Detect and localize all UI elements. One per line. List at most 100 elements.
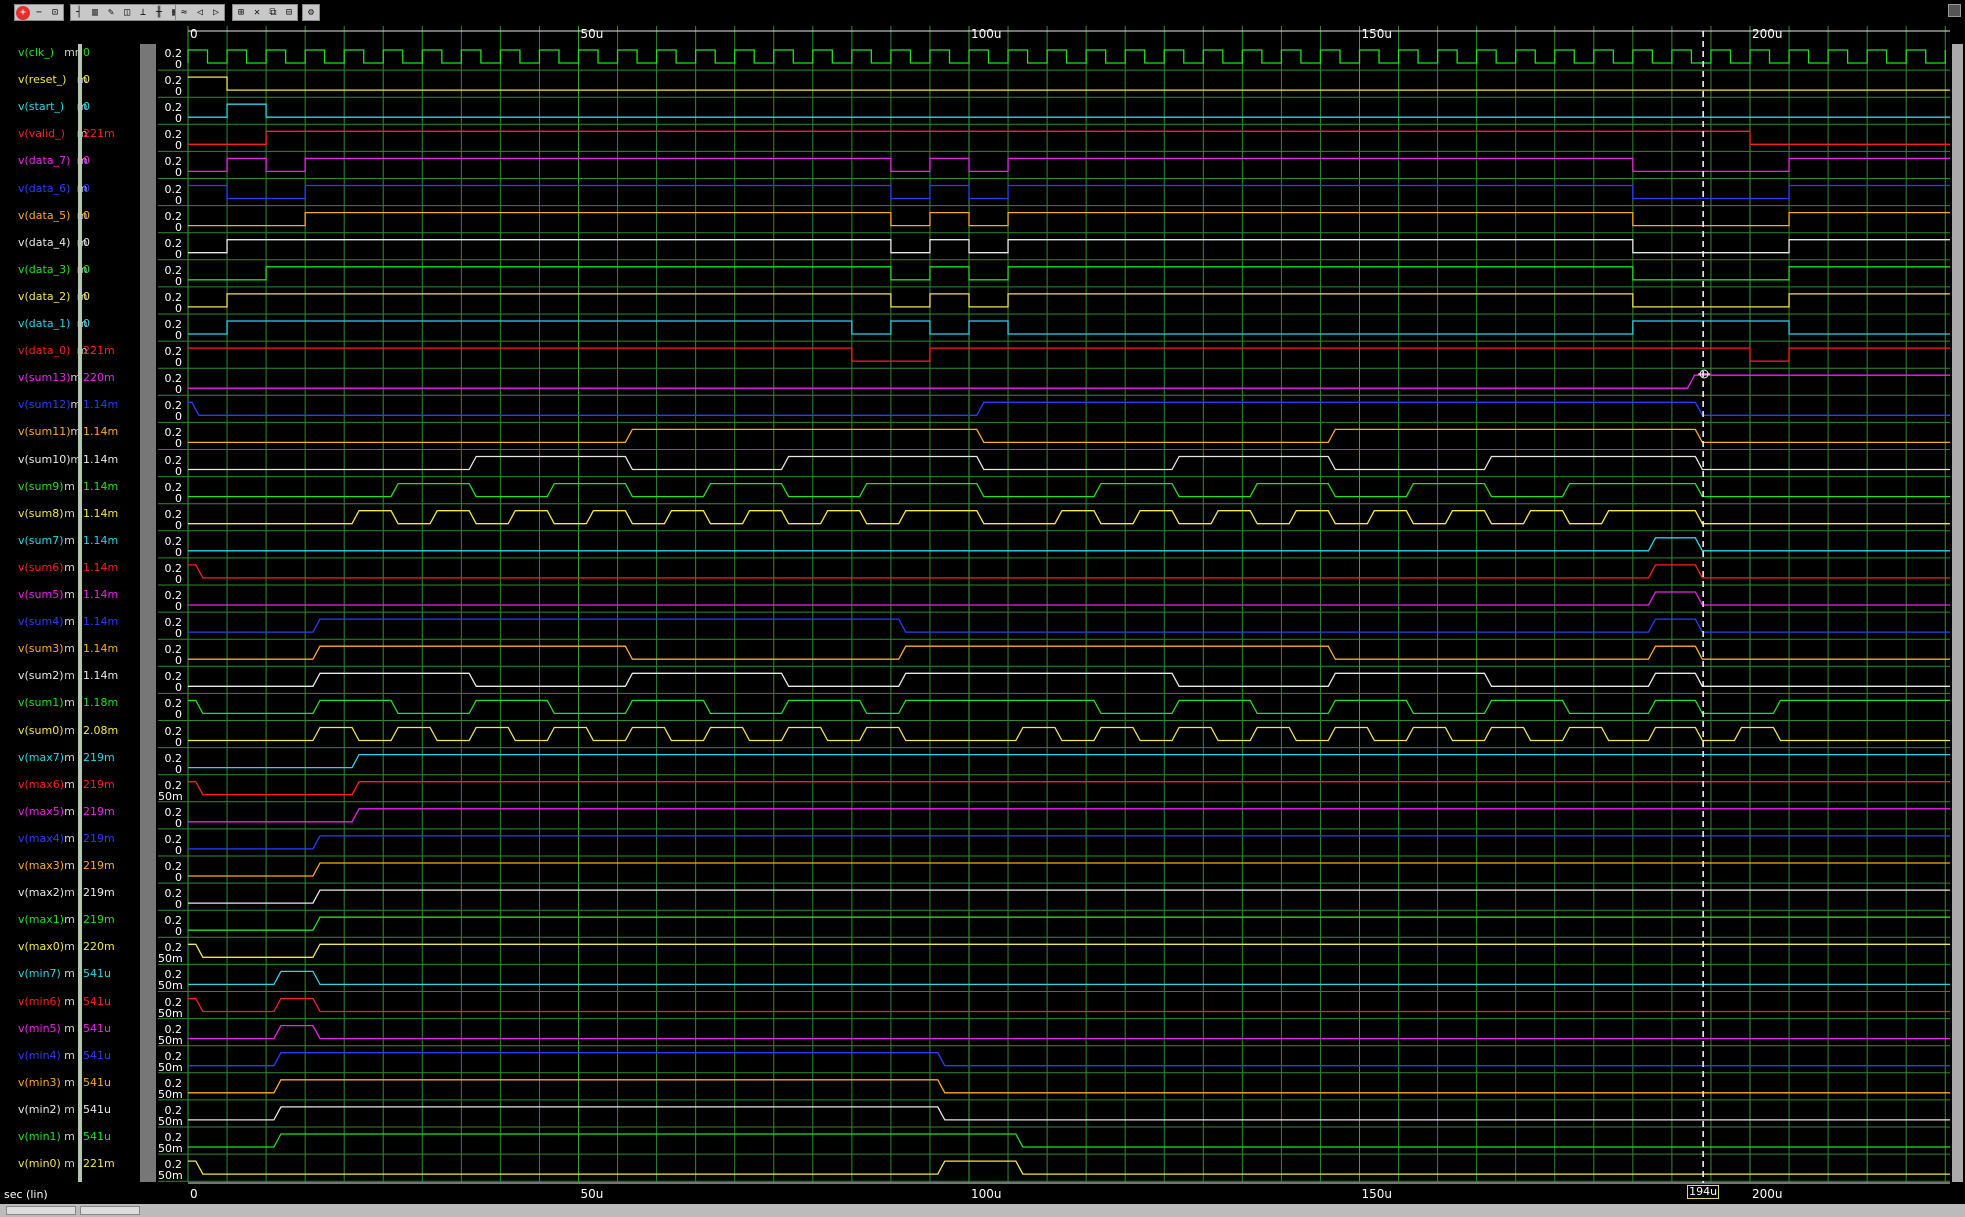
trace-start-[interactable] [188, 103, 1950, 118]
signal-name[interactable]: v(sum9) [18, 479, 64, 493]
grid-icon[interactable]: ▥ [91, 6, 99, 18]
signal-name[interactable]: v(sum0) [18, 723, 64, 737]
signal-name[interactable]: v(data_0) [18, 344, 71, 358]
signal-name[interactable]: v(max0) [18, 940, 65, 954]
horizontal-scrollbar[interactable] [0, 1204, 1965, 1217]
signal-name[interactable]: v(data_4) [18, 235, 71, 249]
trace-max2[interactable] [188, 889, 1950, 904]
trace-min0[interactable] [188, 1160, 1950, 1175]
signal-name[interactable]: v(sum13) [18, 371, 71, 385]
signal-name[interactable]: v(max7) [18, 750, 65, 764]
trace-icon[interactable]: ⊥ [139, 6, 147, 18]
trace-sum11[interactable] [188, 428, 1950, 444]
trace-sum5[interactable] [188, 591, 1950, 606]
delete-icon[interactable]: ✕ [253, 6, 261, 18]
trace-max3[interactable] [188, 862, 1950, 877]
signal-name[interactable]: v(sum11) [18, 425, 71, 439]
trace-min1[interactable] [188, 1133, 1950, 1148]
signal-name[interactable]: v(data_6) [18, 181, 71, 195]
group-icon[interactable]: ⧉ [269, 6, 277, 18]
trace-sum2[interactable] [188, 672, 1950, 687]
ungroup-icon[interactable]: ⊟ [285, 6, 293, 18]
trace-sum1[interactable] [188, 699, 1950, 715]
trace-sum7[interactable] [188, 537, 1950, 552]
edit-icon[interactable]: ✎ [107, 6, 115, 18]
trace-data-4[interactable] [188, 239, 1950, 254]
signal-name[interactable]: v(max3) [18, 859, 65, 872]
trace-min2[interactable] [188, 1106, 1950, 1121]
trace-min3[interactable] [188, 1079, 1950, 1094]
zoom-out-icon[interactable]: − [35, 6, 43, 18]
zoom-box-icon[interactable]: ⊞ [237, 6, 245, 18]
trace-data-2[interactable] [188, 293, 1950, 308]
signal-name[interactable]: v(min5) [18, 1021, 61, 1035]
name-column-splitter[interactable] [78, 44, 82, 1182]
signal-name[interactable]: v(data_2) [18, 289, 71, 303]
horizontal-scroll-thumb-secondary[interactable] [80, 1206, 140, 1215]
cursor-pair-icon[interactable]: ╫ [155, 6, 163, 18]
signal-name[interactable]: v(min3) [18, 1075, 61, 1089]
vertical-scrollbar[interactable] [1952, 44, 1963, 1182]
signal-scroll-column[interactable] [140, 44, 156, 1182]
zoom-in-icon[interactable]: + [16, 5, 30, 20]
config-icon[interactable]: ⚙ [307, 6, 315, 18]
signal-name[interactable]: v(sum6) [18, 560, 64, 574]
signal-name[interactable]: v(data_3) [18, 262, 71, 276]
signal-name[interactable]: v(sum7) [18, 533, 64, 547]
trace-max1[interactable] [188, 916, 1950, 931]
signal-name[interactable]: v(max5) [18, 804, 65, 818]
trace-sum8[interactable] [188, 510, 1950, 525]
trace-max5[interactable] [188, 808, 1950, 823]
trace-min6[interactable] [188, 997, 1950, 1013]
signal-name[interactable]: v(sum10) [18, 452, 71, 466]
trace-min4[interactable] [188, 1052, 1950, 1067]
trace-reset-[interactable] [188, 76, 1950, 91]
signal-name[interactable]: v(min1) [18, 1130, 61, 1143]
cursor-time-label[interactable]: 194u [1687, 1185, 1720, 1199]
step-back-icon[interactable]: ◁ [196, 6, 204, 18]
trace-sum3[interactable] [188, 645, 1950, 660]
signal-name[interactable]: v(min7) [18, 967, 61, 981]
trace-max7[interactable] [188, 753, 1950, 769]
horizontal-scroll-thumb[interactable] [6, 1206, 76, 1215]
signal-name[interactable]: v(min0) [18, 1157, 61, 1171]
trace-sum0[interactable] [188, 726, 1950, 742]
trace-max6[interactable] [188, 781, 1950, 796]
signal-name[interactable]: v(sum8) [18, 506, 64, 520]
trace-data-1[interactable] [188, 320, 1950, 335]
signal-name[interactable]: v(min2) [18, 1102, 61, 1116]
signal-name[interactable]: v(data_7) [18, 154, 71, 168]
signal-name[interactable]: v(min6) [18, 994, 61, 1008]
signal-name[interactable]: v(sum12) [18, 398, 71, 412]
step-forward-icon[interactable]: ▷ [212, 6, 220, 18]
signal-name[interactable]: v(sum2) [18, 669, 64, 683]
trace-sum12[interactable] [188, 401, 1950, 416]
trace-min5[interactable] [188, 1024, 1950, 1040]
trace-sum9[interactable] [188, 482, 1950, 498]
trace-clk-[interactable] [187, 49, 1946, 64]
signal-name[interactable]: v(sum4) [18, 615, 64, 629]
signal-name[interactable]: v(clk_) [18, 46, 55, 59]
signal-name[interactable]: v(reset_) [18, 73, 67, 87]
trace-sum4[interactable] [188, 618, 1950, 633]
trace-min7[interactable] [188, 970, 1950, 986]
signal-name[interactable]: v(max6) [18, 777, 65, 791]
marker-icon[interactable]: ◫ [123, 6, 131, 18]
signal-name[interactable]: v(sum1) [18, 696, 64, 710]
signal-name[interactable]: v(valid_) [18, 127, 65, 141]
trace-valid-[interactable] [188, 130, 1950, 145]
trace-sum13[interactable] [188, 374, 1950, 389]
signal-name[interactable]: v(data_1) [18, 317, 71, 330]
signal-name[interactable]: v(start_) [18, 100, 65, 114]
trace-data-7[interactable] [188, 157, 1950, 173]
signal-name[interactable]: v(sum3) [18, 642, 64, 656]
signal-name[interactable]: v(max4) [18, 831, 65, 845]
cursor-line-icon[interactable]: ┤ [75, 6, 83, 18]
trace-data-5[interactable] [188, 211, 1950, 227]
trace-sum10[interactable] [188, 455, 1950, 471]
signal-name[interactable]: v(min4) [18, 1048, 61, 1062]
zoom-fit-icon[interactable]: ⊡ [51, 6, 59, 18]
trace-max4[interactable] [188, 835, 1950, 850]
trace-data-6[interactable] [188, 184, 1950, 200]
